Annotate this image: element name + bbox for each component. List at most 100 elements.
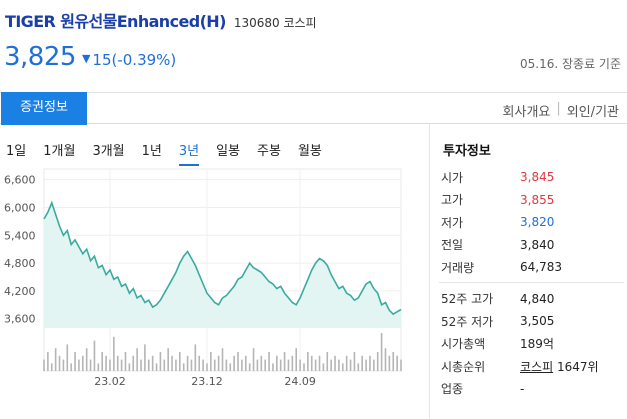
info-row-low: 저가 3,820 — [441, 211, 624, 234]
volume-bar — [388, 355, 391, 371]
info-row-cap-rank: 시총순위 코스피 1647위 — [441, 355, 624, 378]
volume-bar — [217, 355, 220, 371]
x-tick-label: 23.02 — [94, 375, 126, 388]
tab-separator: | — [556, 101, 561, 116]
vertical-divider — [429, 124, 430, 419]
volume-bar — [396, 355, 398, 371]
volume-bar — [82, 355, 84, 371]
volume-bar — [182, 363, 185, 371]
volume-bar — [264, 359, 266, 371]
volume-bar — [198, 355, 201, 371]
volume-bar — [221, 348, 224, 371]
price-line — [43, 200, 402, 316]
volume-bar — [167, 348, 169, 371]
volume-bar — [380, 333, 383, 371]
price-change: 15(-0.39%) — [92, 51, 177, 69]
volume-bar — [128, 363, 131, 371]
volume-bar — [43, 359, 45, 371]
info-label: 52주 저가 — [441, 314, 494, 329]
volume-bar — [151, 355, 154, 371]
volume-bar — [136, 348, 138, 371]
y-tick-label: 6,600 — [4, 174, 36, 187]
x-tick-label: 24.09 — [284, 375, 316, 388]
volume-bar — [376, 352, 379, 371]
current-price: 3,825 — [4, 42, 76, 72]
price-date-note: 05.16. 장종료 기준 — [520, 57, 621, 71]
volume-bar — [318, 355, 321, 371]
stock-name[interactable]: TIGER 원유선물Enhanced(H) — [5, 12, 226, 31]
period-tab-1m[interactable]: 1개월 — [43, 144, 76, 159]
info-label: 업종 — [441, 382, 464, 397]
info-label: 시총순위 — [441, 359, 486, 374]
y-tick-label: 6,000 — [4, 201, 36, 214]
volume-bar — [120, 359, 123, 371]
kospi-link[interactable]: 코스피 — [520, 359, 554, 374]
price-row: 3,825 ▼ 15(-0.39%) — [4, 42, 176, 72]
x-tick-label: 23.12 — [191, 375, 223, 388]
period-tab-daily[interactable]: 일봉 — [216, 144, 241, 159]
volume-bar — [78, 359, 80, 371]
period-tab-weekly[interactable]: 주봉 — [257, 144, 281, 159]
volume-bar — [155, 363, 158, 371]
y-tick-label: 4,800 — [4, 257, 36, 270]
info-value: 3,855 — [520, 192, 555, 207]
period-tab-monthly[interactable]: 월봉 — [297, 144, 322, 159]
period-tab-1y[interactable]: 1년 — [141, 144, 162, 159]
info-row-sector: 업종 - — [441, 378, 624, 401]
volume-bar — [307, 352, 309, 371]
volume-bar — [58, 355, 61, 371]
period-tabs: 1일 1개월 3개월 1년 3년 일봉 주봉 월봉 — [6, 140, 339, 166]
investment-info-title: 투자정보 — [443, 144, 491, 159]
volume-bar — [74, 352, 76, 371]
volume-bar — [291, 355, 294, 371]
volume-bar — [357, 363, 360, 371]
volume-bar — [283, 352, 286, 371]
info-label: 고가 — [441, 193, 464, 208]
info-row-52w-high: 52주 고가 4,840 — [441, 288, 624, 311]
info-value: 4,840 — [520, 291, 555, 306]
tab-bar: 증권정보 회사개요 | 외인/기관 — [0, 92, 627, 125]
info-value: 3,845 — [520, 170, 555, 185]
volume-bar — [349, 359, 352, 371]
volume-bar — [392, 352, 395, 371]
volume-bar — [314, 359, 317, 371]
volume-bar — [159, 352, 162, 371]
volume-bar — [334, 355, 336, 371]
tab-company-overview[interactable]: 회사개요 — [502, 105, 551, 120]
period-tab-3m[interactable]: 3개월 — [92, 144, 125, 159]
volume-bar — [326, 352, 329, 371]
info-row-high: 고가 3,855 — [441, 189, 624, 212]
volume-bar — [361, 355, 363, 371]
volume-bar — [140, 359, 142, 371]
info-label: 시가 — [441, 170, 464, 185]
market-name: 코스피 — [283, 16, 317, 30]
volume-bar — [54, 348, 57, 371]
info-divider — [439, 281, 624, 283]
volume-bar — [260, 355, 263, 371]
volume-bar — [268, 352, 270, 371]
info-label: 시가총액 — [441, 337, 486, 352]
volume-bar — [241, 359, 243, 371]
volume-bar — [299, 359, 301, 371]
volume-bar — [373, 359, 375, 371]
volume-bar — [171, 355, 173, 371]
right-tab-links: 회사개요 | 외인/기관 — [503, 101, 619, 120]
period-tab-1d[interactable]: 1일 — [6, 144, 27, 159]
volume-bar — [338, 359, 340, 371]
period-tab-3y[interactable]: 3년 — [178, 140, 200, 166]
price-chart[interactable]: 6,600 6,000 5,400 4,800 4,200 3,600 23.02 23.12… — [0, 165, 427, 400]
info-label: 52주 고가 — [441, 292, 494, 307]
volume-bar — [287, 359, 290, 371]
volume-bar — [147, 359, 150, 371]
volume-bar — [225, 359, 228, 371]
info-label: 거래량 — [441, 260, 475, 275]
volume-bar — [252, 348, 255, 371]
y-tick-label: 4,200 — [4, 285, 36, 298]
volume-bar — [310, 355, 313, 371]
volume-bar — [345, 355, 348, 371]
tab-foreign-institution[interactable]: 외인/기관 — [566, 105, 619, 120]
volume-bar — [384, 348, 387, 371]
stock-code-number: 130680 — [233, 16, 280, 30]
tab-stock-info[interactable]: 증권정보 — [1, 92, 87, 125]
info-value: 64,783 — [520, 260, 562, 275]
